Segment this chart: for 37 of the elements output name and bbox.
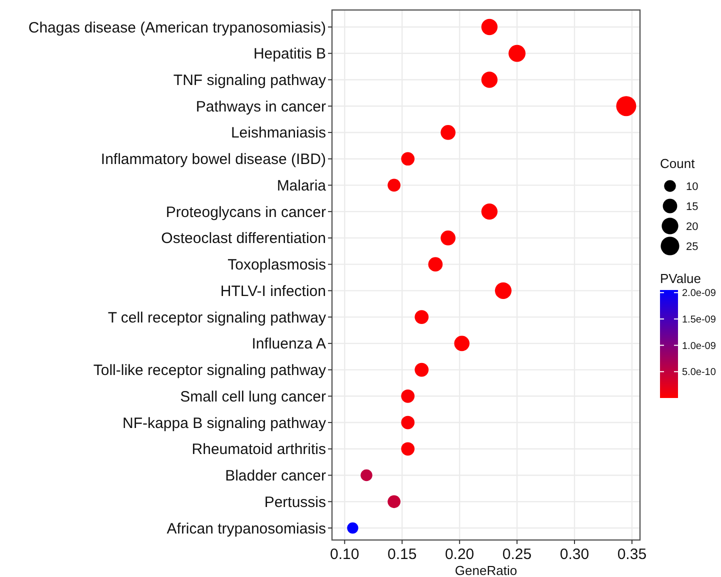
y-tick-label: HTLV-I infection xyxy=(220,282,326,300)
y-tick-label: Chagas disease (American trypanosomiasis) xyxy=(28,19,326,36)
y-tick-label: TNF signaling pathway xyxy=(173,72,326,89)
y-tick-label: Pertussis xyxy=(264,494,326,511)
legend-title: Count xyxy=(660,156,696,171)
legend-label: 20 xyxy=(686,220,698,233)
x-axis-title: GeneRatio xyxy=(454,563,518,577)
y-tick-label: Inflammatory bowel disease (IBD) xyxy=(100,151,326,168)
x-tick-label: 0.25 xyxy=(502,546,532,563)
x-tick-label: 0.10 xyxy=(330,546,360,563)
y-tick-label: Influenza A xyxy=(252,336,326,353)
x-tick-label: 0.15 xyxy=(388,546,417,563)
y-tick-label: Hepatitis B xyxy=(253,46,326,63)
color-bar-label: 5.0e-10 xyxy=(682,367,716,378)
y-tick-label: NF-kappa B signaling pathway xyxy=(122,414,326,432)
y-tick-label: Osteoclast differentiation xyxy=(161,230,326,248)
legend-label: 25 xyxy=(686,240,698,253)
y-tick-label: Proteoglycans in cancer xyxy=(166,204,326,221)
color-bar-label: 1.0e-09 xyxy=(682,340,716,352)
y-tick-label: T cell receptor signaling pathway xyxy=(108,309,326,326)
color-bar-label: 2.0e-09 xyxy=(682,288,716,300)
legend-label: 10 xyxy=(686,180,698,193)
y-tick-label: African trypanosomiasis xyxy=(166,520,326,538)
y-tick-label: Pathways in cancer xyxy=(196,98,326,116)
y-tick-label: Small cell lung cancer xyxy=(180,388,326,406)
y-tick-label: Toll-like receptor signaling pathway xyxy=(93,362,326,380)
y-tick-label: Bladder cancer xyxy=(225,468,326,485)
y-tick-label: Malaria xyxy=(276,177,327,194)
x-tick-label: 0.30 xyxy=(560,546,590,563)
x-tick-label: 0.20 xyxy=(444,546,474,563)
x-tick-label: 0.35 xyxy=(617,546,647,563)
legend-label: 15 xyxy=(686,200,698,213)
y-tick-label: Rheumatoid arthritis xyxy=(192,441,326,458)
color-bar-title: PValue xyxy=(660,271,701,286)
color-bar-label: 1.5e-09 xyxy=(682,314,716,326)
y-tick-label: Toxoplasmosis xyxy=(228,256,326,274)
y-tick-label: Leishmaniasis xyxy=(230,124,326,142)
